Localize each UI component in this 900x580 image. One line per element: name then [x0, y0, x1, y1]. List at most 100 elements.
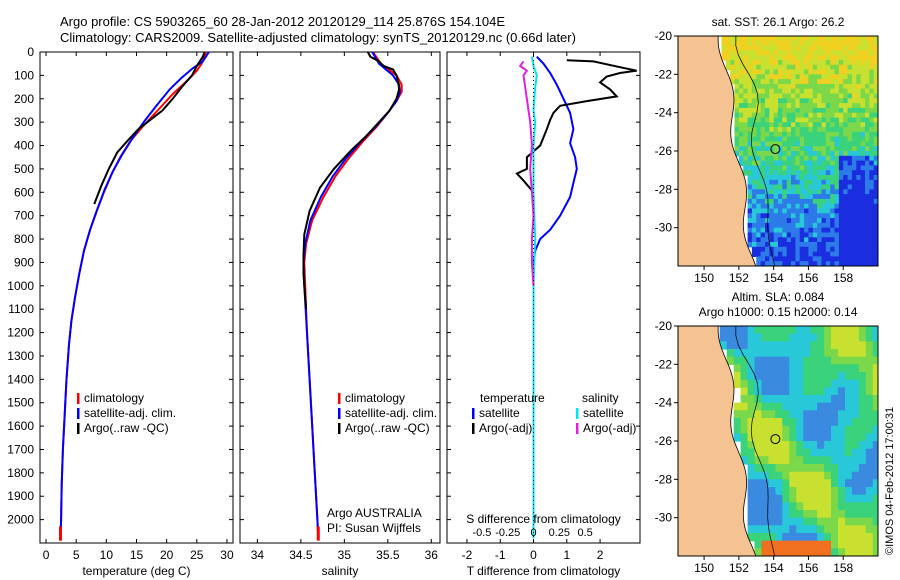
sla-cell — [747, 410, 756, 419]
sla-cell — [865, 372, 874, 381]
sla-cell — [796, 479, 804, 488]
sst-cell — [799, 83, 805, 90]
sla-cell — [865, 379, 874, 388]
sst-cell — [838, 194, 844, 200]
sst-cell — [830, 175, 836, 181]
sst-cell — [825, 55, 831, 61]
y-tick-label: 1700 — [7, 442, 34, 456]
sst-cell — [873, 179, 878, 186]
sla-cell — [761, 464, 770, 473]
sst-cell — [786, 83, 792, 90]
sst-cell — [838, 256, 844, 262]
sla-cell — [872, 418, 878, 427]
sst-cell — [830, 40, 836, 47]
sst-cell — [856, 227, 862, 234]
sst-cell — [834, 213, 840, 219]
sst-cell — [851, 83, 857, 90]
sla-cell — [810, 433, 818, 442]
sst-cell — [769, 45, 775, 51]
sst-cell — [782, 237, 788, 243]
sla-cell — [803, 418, 811, 427]
sst-cell — [834, 45, 840, 51]
sst-cell — [830, 146, 836, 152]
sst-cell — [856, 69, 862, 75]
sst-cell — [843, 194, 849, 200]
sla-cell — [865, 456, 874, 465]
sst-cell — [869, 222, 875, 229]
sst-cell — [838, 232, 844, 238]
sla-cell — [761, 372, 770, 381]
sst-cell — [847, 242, 853, 248]
y-tick-label: -24 — [655, 396, 673, 410]
sst-cell — [830, 83, 836, 90]
sst-cell — [804, 213, 809, 219]
sla-cell — [858, 379, 867, 388]
sla-cell — [817, 502, 825, 511]
series-line-temperature-argo-adj- — [515, 59, 637, 193]
sst-cell — [782, 131, 788, 138]
sst-cell — [773, 103, 779, 109]
sst-cell — [838, 64, 844, 71]
sst-cell — [860, 103, 866, 109]
sst-cell — [812, 117, 818, 123]
sst-cell — [799, 36, 805, 42]
sst-cell — [851, 117, 857, 123]
sst-cell — [825, 127, 831, 133]
sst-cell — [825, 208, 831, 214]
sst-cell — [751, 237, 757, 243]
sst-cell — [769, 198, 775, 205]
sla-cell — [851, 425, 860, 434]
sst-cell — [778, 179, 783, 186]
sla-cell — [872, 471, 878, 480]
sla-cell — [810, 502, 818, 511]
sst-cell — [808, 36, 814, 42]
sla-cell — [754, 433, 763, 442]
sst-cell — [743, 131, 749, 138]
sst-cell — [756, 93, 762, 99]
sst-cell — [847, 246, 853, 253]
sst-cell — [817, 151, 822, 157]
sst-cell — [734, 131, 740, 138]
sla-cell — [865, 333, 874, 342]
sst-cell — [795, 50, 801, 56]
sst-cell — [843, 50, 849, 56]
sst-cell — [873, 155, 878, 162]
sst-cell — [782, 246, 788, 253]
sla-cell — [796, 333, 804, 342]
sst-cell — [865, 69, 870, 75]
sst-cell — [791, 103, 796, 109]
sst-cell — [847, 151, 853, 157]
sst-cell — [817, 146, 822, 152]
sst-cell — [795, 222, 801, 229]
sst-cell — [843, 232, 849, 238]
sst-cell — [743, 55, 749, 61]
sst-cell — [817, 127, 822, 133]
sst-cell — [782, 117, 788, 123]
y-tick-label: 1300 — [7, 349, 34, 363]
sst-cell — [851, 189, 857, 195]
sst-cell — [791, 203, 796, 210]
sla-cell — [747, 456, 756, 465]
sst-cell — [769, 93, 775, 99]
sla-cell — [775, 487, 783, 496]
sla-cell — [858, 333, 867, 342]
y-tick-label: 1900 — [7, 489, 34, 503]
sst-cell — [769, 122, 775, 128]
sst-cell — [851, 60, 857, 66]
sla-cell — [768, 510, 776, 519]
land-mass — [678, 326, 757, 556]
sst-cell — [808, 213, 814, 219]
sla-cell — [824, 494, 832, 503]
sla-cell — [845, 517, 853, 526]
sst-cell — [751, 198, 757, 205]
sst-cell — [817, 64, 822, 71]
sst-cell — [865, 208, 870, 214]
sst-cell — [773, 146, 779, 152]
sst-cell — [760, 151, 766, 157]
sla-cell — [817, 464, 825, 473]
sst-cell — [830, 208, 836, 214]
sla-cell — [775, 341, 783, 350]
sst-cell — [738, 160, 744, 166]
sst-cell — [817, 194, 822, 200]
sst-cell — [799, 136, 805, 142]
